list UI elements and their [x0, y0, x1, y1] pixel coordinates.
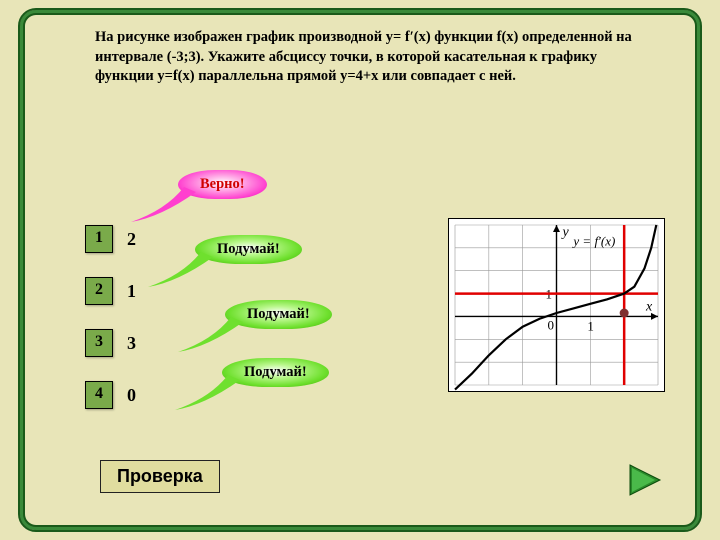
problem-text: На рисунке изображен график производной … [95, 28, 655, 87]
bubble-tail [193, 257, 241, 310]
svg-text:0: 0 [548, 317, 555, 332]
answer-button-4[interactable]: 4 [85, 381, 113, 409]
answer-row-4: 4 0 [85, 381, 136, 409]
answer-value-2: 1 [127, 281, 136, 302]
answers-group: 1 2 2 1 3 3 4 0 [85, 225, 136, 433]
svg-text:y: y [561, 225, 570, 240]
answer-value-3: 3 [127, 333, 136, 354]
check-button[interactable]: Проверка [100, 460, 220, 493]
answer-button-2[interactable]: 2 [85, 277, 113, 305]
svg-text:x: x [645, 299, 653, 314]
answer-value-4: 0 [127, 385, 136, 406]
answer-row-1: 1 2 [85, 225, 136, 253]
svg-text:1: 1 [587, 318, 594, 333]
answer-row-3: 3 3 [85, 329, 136, 357]
answer-value-1: 2 [127, 229, 136, 250]
answer-row-2: 2 1 [85, 277, 136, 305]
svg-text:y = f′(x): y = f′(x) [571, 234, 615, 249]
derivative-chart: 011yxy = f′(x) [448, 218, 665, 392]
bubble-tail [220, 380, 268, 433]
answer-button-3[interactable]: 3 [85, 329, 113, 357]
next-slide-button[interactable] [625, 460, 665, 505]
answer-button-1[interactable]: 1 [85, 225, 113, 253]
